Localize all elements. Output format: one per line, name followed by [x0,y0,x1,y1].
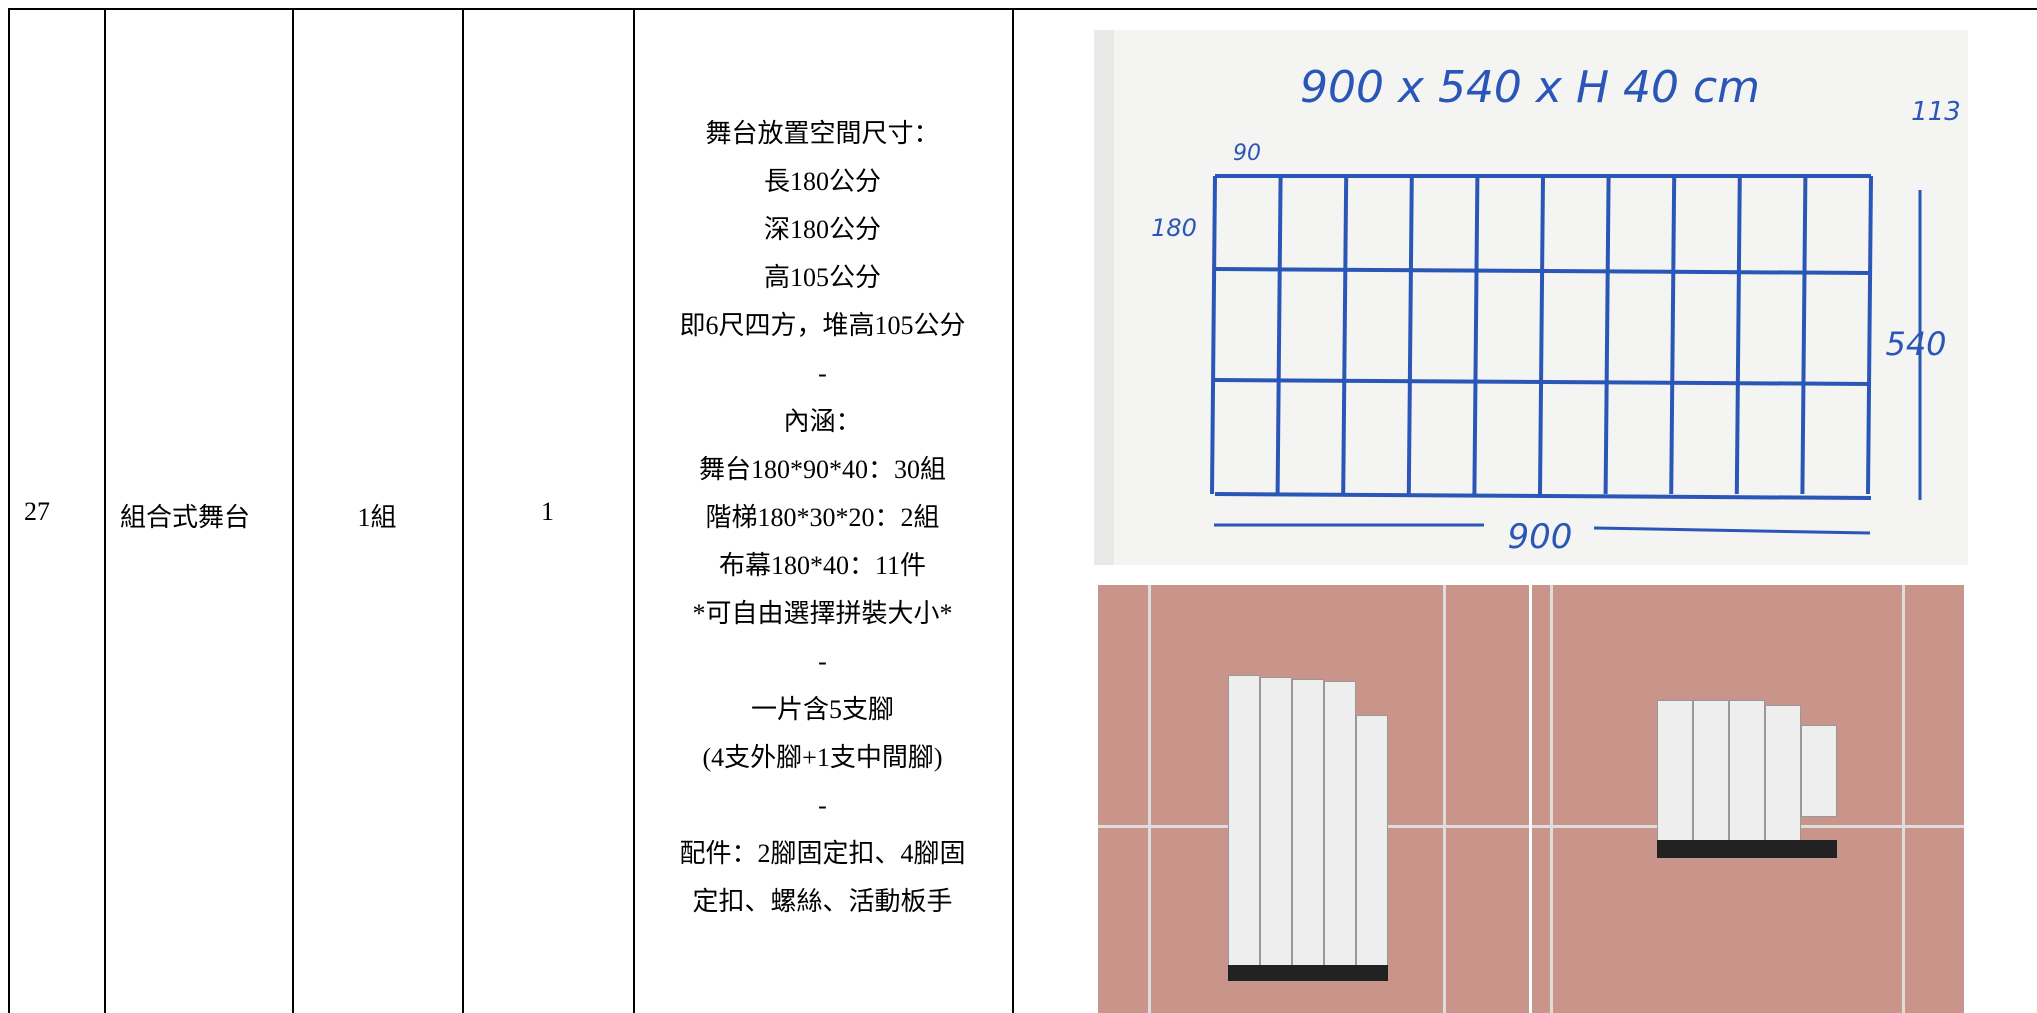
description-line: 長180公分 [763,167,881,196]
description-line: - [818,359,827,388]
table-border [8,8,10,1013]
description-line: 配件：2腳固定扣、4腳固 [679,839,966,868]
description-line: 布幕180*40：11件 [718,551,927,580]
whiteboard-text: 900 [1508,517,1573,557]
item-quantity: 1 [541,497,554,526]
description-line: 一片含5支腳 [750,695,894,724]
whiteboard-text: 900 x 540 x H 40 cm [1300,62,1760,113]
legs-photo [1098,585,1529,1013]
description-line: 階梯180*30*20：2組 [705,503,940,532]
table-border [292,8,294,1013]
table-border [1012,8,1014,1013]
item-unit: 1組 [357,503,397,532]
description-line: (4支外腳+1支中間腳) [702,743,943,772]
description-line: 即6尺四方，堆高105公分 [679,311,966,340]
description-line: 舞台放置空間尺寸： [705,119,940,148]
description-line: 深180公分 [763,215,881,244]
description-line: - [818,791,827,820]
whiteboard-text: 540 [1885,325,1946,363]
whiteboard-photo: 900 x 540 x H 40 cm 113 90 180 540 900 [1094,30,1968,565]
description-line: 舞台180*90*40：30組 [698,455,946,484]
whiteboard-text: 180 [1151,214,1197,242]
table-border [104,8,106,1013]
description-line: *可自由選擇拼裝大小* [692,599,953,628]
description-line: 內涵： [783,407,862,436]
item-number: 27 [24,497,50,526]
table-border [462,8,464,1013]
whiteboard-text: 113 [1911,97,1961,127]
table-border [8,8,2037,10]
item-description: 舞台放置空間尺寸： 長180公分 深180公分 高105公分即6尺四方，堆高105公分… [633,110,1012,926]
item-name: 組合式舞台 [120,503,251,532]
table-border [633,8,635,1013]
legs-photo [1532,585,1964,1013]
description-line: 高105公分 [763,263,881,292]
whiteboard-text: 90 [1233,141,1261,166]
description-line: - [818,647,827,676]
description-line: 定扣、螺絲、活動板手 [692,887,953,916]
